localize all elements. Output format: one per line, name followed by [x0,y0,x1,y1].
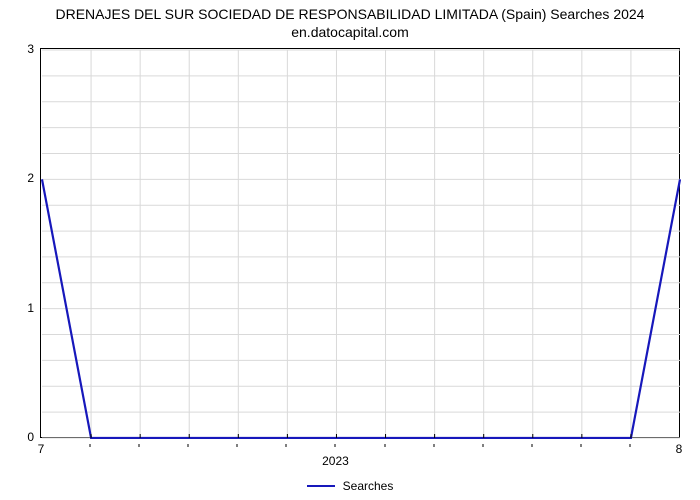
x-minor-tick [433,444,434,447]
x-minor-tick [139,444,140,447]
y-tick-label: 2 [27,171,34,185]
x-minor-tick [90,444,91,447]
plot-svg [41,49,681,439]
x-minor-tick [482,444,483,447]
x-minor-tick [237,444,238,447]
legend-line [307,485,335,487]
chart-container: DRENAJES DEL SUR SOCIEDAD DE RESPONSABIL… [0,0,700,500]
x-minor-tick [188,444,189,447]
x-minor-tick [580,444,581,447]
x-minor-tick [384,444,385,447]
x-tick-label-right: 8 [676,442,683,456]
x-minor-tick [335,444,336,447]
x-minor-tick [286,444,287,447]
y-tick-label: 3 [27,42,34,56]
legend: Searches [0,478,700,493]
y-tick-label: 0 [27,430,34,444]
x-minor-tick [531,444,532,447]
chart-title: DRENAJES DEL SUR SOCIEDAD DE RESPONSABIL… [0,6,700,41]
x-tick-label-left: 7 [38,442,45,456]
x-axis-year-label: 2023 [322,454,349,468]
y-tick-label: 1 [27,301,34,315]
x-minor-tick [629,444,630,447]
legend-label: Searches [343,479,394,493]
plot-area [40,48,680,438]
